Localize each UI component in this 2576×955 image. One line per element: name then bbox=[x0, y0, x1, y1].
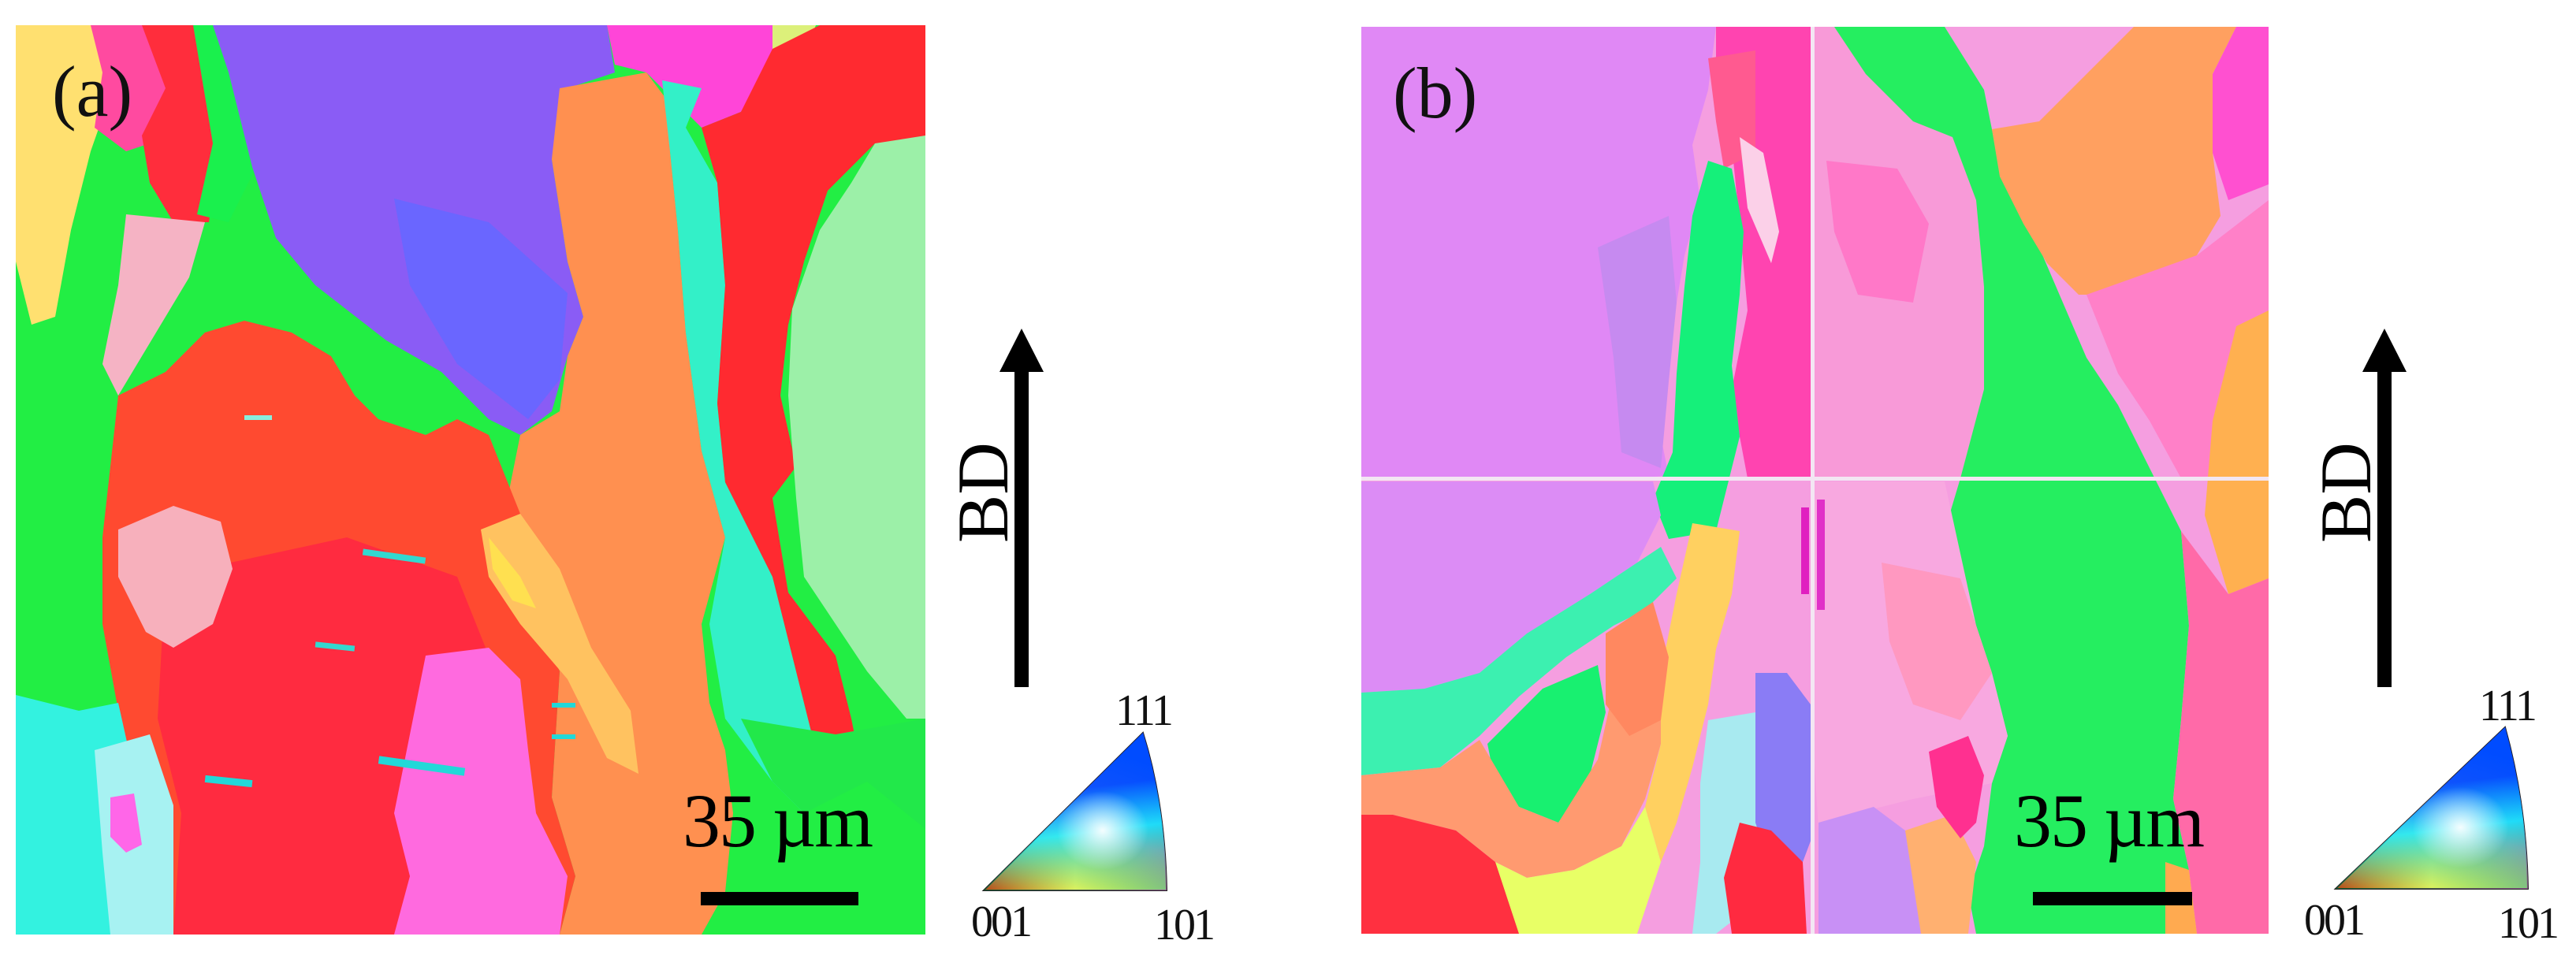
ipf-grain-map-b bbox=[1361, 27, 2269, 934]
arrow-up-icon bbox=[1000, 329, 1044, 687]
panel-label-a: (a) bbox=[52, 51, 133, 132]
ipf-color-legend-b: 111 001 101 bbox=[2298, 678, 2566, 946]
bd-label-a: BD bbox=[943, 442, 1023, 543]
scale-bar-b bbox=[2033, 892, 2192, 905]
arrow-up-icon bbox=[2362, 329, 2407, 687]
scale-bar-a bbox=[701, 892, 858, 905]
ipf-grain-map-a bbox=[16, 25, 925, 935]
legend-label-001: 001 bbox=[2304, 896, 2366, 945]
ebsd-map-panel-a: (a) 35 µm bbox=[16, 25, 925, 935]
legend-label-101: 101 bbox=[2498, 899, 2559, 948]
ipf-triangle-icon bbox=[981, 731, 1168, 891]
scale-bar-text-b: 35 µm bbox=[2014, 778, 2205, 863]
build-direction-indicator-a: BD bbox=[938, 323, 1056, 693]
panel-label-b: (b) bbox=[1393, 53, 1478, 133]
legend-label-111: 111 bbox=[1115, 686, 1174, 735]
ipf-color-legend-a: 111 001 101 bbox=[946, 678, 1215, 947]
bd-label-b: BD bbox=[2306, 442, 2386, 543]
legend-label-001: 001 bbox=[971, 897, 1033, 946]
ipf-triangle-icon bbox=[2333, 726, 2529, 890]
scale-bar-text-a: 35 µm bbox=[683, 778, 873, 863]
crosshair-horizontal bbox=[1361, 477, 2269, 481]
build-direction-indicator-b: BD bbox=[2301, 323, 2419, 693]
ebsd-map-panel-b: (b) 35 µm bbox=[1361, 27, 2269, 934]
legend-label-111: 111 bbox=[2479, 682, 2537, 730]
legend-label-101: 101 bbox=[1154, 901, 1215, 949]
